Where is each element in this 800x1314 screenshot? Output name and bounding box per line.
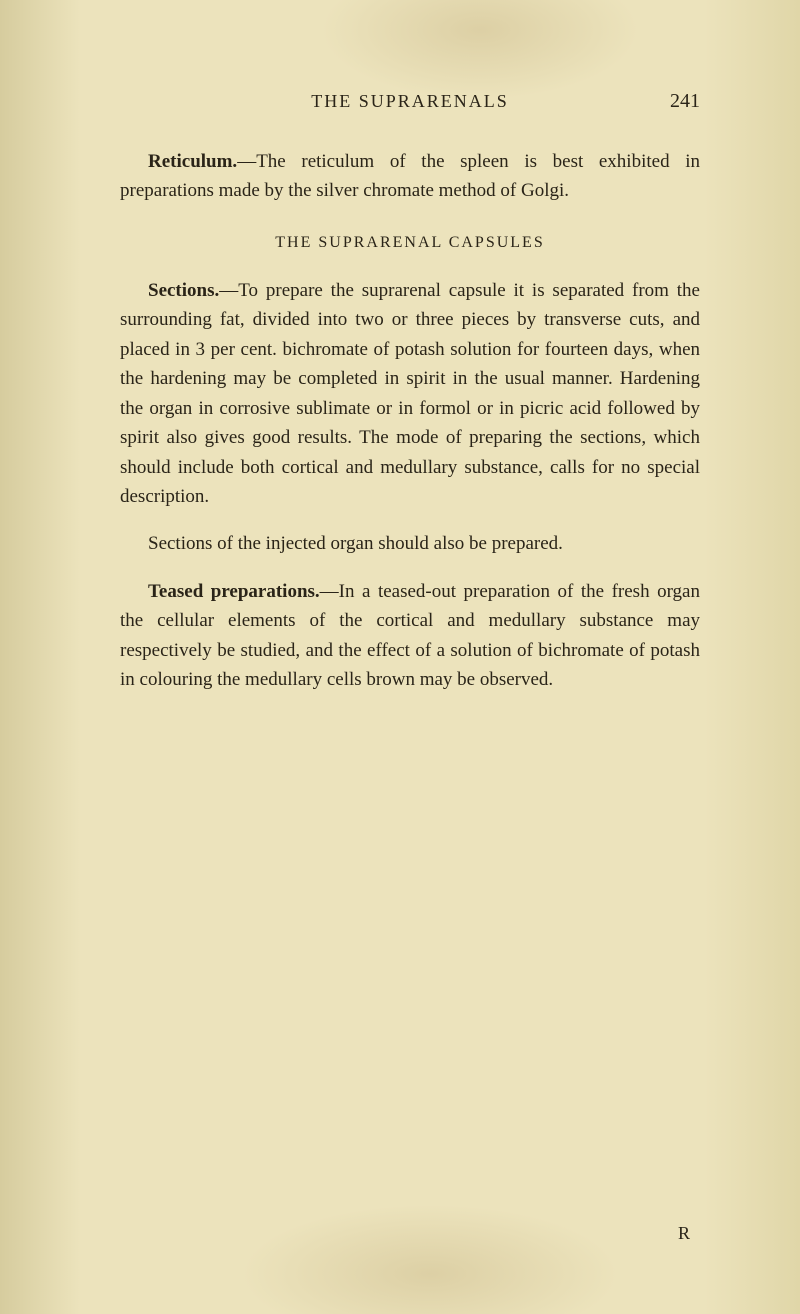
paragraph-sections-text: —To prepare the suprarenal capsule it is… — [120, 280, 700, 507]
signature-mark: R — [678, 1223, 690, 1244]
runin-teased: Teased preparations. — [148, 581, 320, 602]
running-title: THE SUPRARENALS — [180, 91, 640, 112]
paragraph-teased: Teased preparations.—In a teased-out pre… — [120, 577, 700, 695]
paragraph-injected: Sections of the injected organ should al… — [120, 529, 700, 558]
runin-sections: Sections. — [148, 280, 219, 301]
paragraph-injected-text: Sections of the injected organ should al… — [148, 533, 563, 554]
book-page: THE SUPRARENALS 241 Reticulum.—The retic… — [0, 0, 800, 1314]
section-heading: THE SUPRARENAL CAPSULES — [120, 234, 700, 252]
paragraph-reticulum: Reticulum.—The reticulum of the spleen i… — [120, 147, 700, 206]
paragraph-sections: Sections.—To prepare the suprarenal caps… — [120, 276, 700, 512]
paper-stain-bottom — [240, 1204, 620, 1314]
running-head: THE SUPRARENALS 241 — [120, 90, 700, 113]
paper-stain-top — [320, 0, 640, 100]
runin-reticulum: Reticulum. — [148, 151, 237, 172]
page-number: 241 — [640, 90, 700, 113]
